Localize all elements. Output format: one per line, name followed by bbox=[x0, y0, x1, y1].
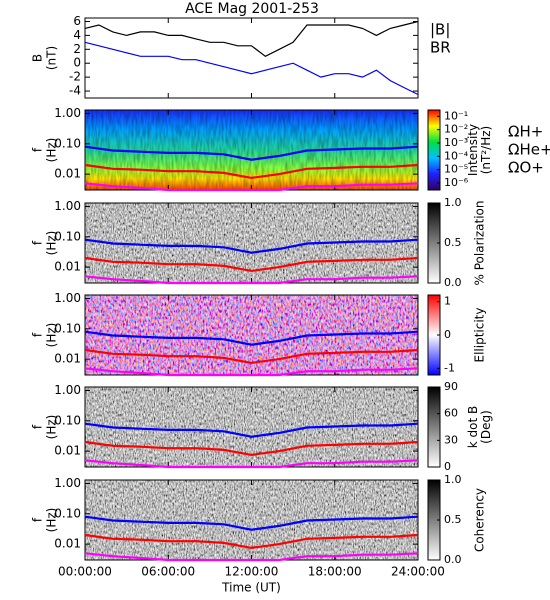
y-axis-label: f bbox=[31, 240, 45, 245]
series-line bbox=[84, 238, 419, 254]
spectrogram-texture bbox=[85, 295, 418, 375]
colorbar bbox=[427, 109, 441, 191]
colorbar-tick-label: 10⁻³ bbox=[444, 136, 468, 149]
legend-entry: ΩH+ bbox=[508, 123, 543, 141]
chart-title: ACE Mag 2001-253 bbox=[185, 1, 319, 17]
y-tick-label: 0.10 bbox=[54, 506, 81, 520]
series-line bbox=[84, 348, 419, 365]
legend-entry: |B| bbox=[430, 21, 450, 39]
y-tick-label: 0.10 bbox=[54, 413, 81, 427]
y-tick-label: 0 bbox=[73, 56, 81, 70]
series-line bbox=[84, 330, 419, 346]
y-axis-label: (Hz) bbox=[45, 508, 59, 533]
series-line bbox=[84, 533, 419, 550]
y-tick-label: 2 bbox=[73, 42, 81, 56]
y-tick-label: -4 bbox=[69, 84, 81, 98]
y-tick-label: 0.10 bbox=[54, 321, 81, 335]
y-tick-label: 1.00 bbox=[54, 476, 81, 490]
y-tick-label: 4 bbox=[73, 28, 81, 42]
colorbar-tick-label: 10⁻¹ bbox=[444, 109, 468, 122]
y-axis-label: B bbox=[31, 54, 45, 62]
colorbar-tick-label: 10⁻⁴ bbox=[444, 149, 469, 162]
series-line bbox=[84, 145, 419, 161]
colorbar-tick-label: 0 bbox=[444, 460, 451, 473]
colorbar-tick-label: 30 bbox=[444, 433, 458, 446]
spectrogram-texture bbox=[85, 387, 418, 467]
colorbar bbox=[427, 386, 441, 468]
y-tick-label: 1.00 bbox=[54, 291, 81, 305]
colorbar-tick-label: -1 bbox=[444, 361, 455, 374]
y-tick-label: -2 bbox=[69, 70, 81, 84]
x-tick-label: 12:00:00 bbox=[225, 565, 279, 579]
x-tick-label: 00:00:00 bbox=[58, 565, 112, 579]
series-line bbox=[84, 182, 419, 192]
series-line bbox=[84, 275, 419, 285]
y-axis-label: (Hz) bbox=[45, 138, 59, 163]
y-axis-label: f bbox=[31, 147, 45, 152]
series-line bbox=[84, 20, 419, 58]
colorbar-label: Ellipticity bbox=[473, 308, 487, 363]
x-tick-label: 18:00:00 bbox=[308, 565, 362, 579]
y-tick-label: 1.00 bbox=[54, 383, 81, 397]
y-tick-label: 0.01 bbox=[54, 352, 81, 366]
y-tick-label: 0.10 bbox=[54, 136, 81, 150]
legend-entry: ΩO+ bbox=[508, 159, 544, 177]
y-tick-label: 0.01 bbox=[54, 537, 81, 551]
spectrogram-texture bbox=[85, 203, 418, 283]
legend-entry: ΩHe+ bbox=[508, 141, 550, 159]
colorbar-label: % Polarization bbox=[473, 201, 487, 286]
colorbar-tick-label: 0 bbox=[444, 328, 451, 341]
colorbar-tick-label: 10⁻² bbox=[444, 123, 468, 136]
series-line bbox=[84, 163, 419, 180]
y-axis-label: (Hz) bbox=[45, 415, 59, 440]
series-line bbox=[84, 515, 419, 531]
colorbar-label: (Deg) bbox=[479, 410, 493, 444]
colorbar-tick-label: 0.5 bbox=[444, 513, 462, 526]
y-tick-label: 1.00 bbox=[54, 106, 81, 120]
y-axis-label: f bbox=[31, 517, 45, 522]
series-line bbox=[84, 422, 419, 438]
y-tick-label: 1.00 bbox=[54, 199, 81, 213]
series-line bbox=[84, 552, 419, 562]
colorbar-tick-label: 1.0 bbox=[444, 196, 462, 209]
x-axis-label: Time (UT) bbox=[221, 581, 281, 595]
colorbar-tick-label: 0.0 bbox=[444, 276, 462, 289]
y-axis-label: (Hz) bbox=[45, 323, 59, 348]
y-tick-label: 0.10 bbox=[54, 229, 81, 243]
colorbar-label: Intensity bbox=[466, 124, 480, 176]
y-tick-label: 0.01 bbox=[54, 260, 81, 274]
colorbar-tick-label: 90 bbox=[444, 380, 458, 393]
y-axis-label: (nT) bbox=[45, 46, 59, 70]
y-tick-label: 0.01 bbox=[54, 167, 81, 181]
colorbar-tick-label: 10⁻⁶ bbox=[444, 176, 469, 189]
legend-entry: BR bbox=[430, 39, 451, 57]
series-line bbox=[84, 459, 419, 469]
y-axis-label: f bbox=[31, 424, 45, 429]
series-line bbox=[84, 367, 419, 377]
colorbar-tick-label: 0.0 bbox=[444, 553, 462, 566]
colorbar-label: k dot B bbox=[466, 406, 480, 448]
colorbar-tick-label: 60 bbox=[444, 407, 458, 420]
y-axis-label: (Hz) bbox=[45, 231, 59, 256]
colorbar-tick-label: 1 bbox=[444, 295, 451, 308]
y-tick-label: 6 bbox=[73, 14, 81, 28]
series-line bbox=[84, 256, 419, 273]
plot-frame bbox=[84, 17, 419, 99]
colorbar-label: Coherency bbox=[473, 488, 487, 552]
series-line bbox=[84, 41, 419, 96]
colorbar-label: (nT²/Hz) bbox=[479, 126, 493, 174]
colorbar-tick-label: 0.5 bbox=[444, 236, 462, 249]
spectrogram-texture bbox=[85, 110, 418, 190]
colorbar-tick-label: 10⁻⁵ bbox=[444, 163, 468, 176]
x-tick-label: 24:00:00 bbox=[391, 565, 445, 579]
x-tick-label: 06:00:00 bbox=[141, 565, 195, 579]
y-tick-label: 0.01 bbox=[54, 444, 81, 458]
y-axis-label: f bbox=[31, 332, 45, 337]
spectrogram-texture bbox=[85, 480, 418, 560]
series-line bbox=[84, 440, 419, 457]
colorbar-tick-label: 1.0 bbox=[444, 473, 462, 486]
